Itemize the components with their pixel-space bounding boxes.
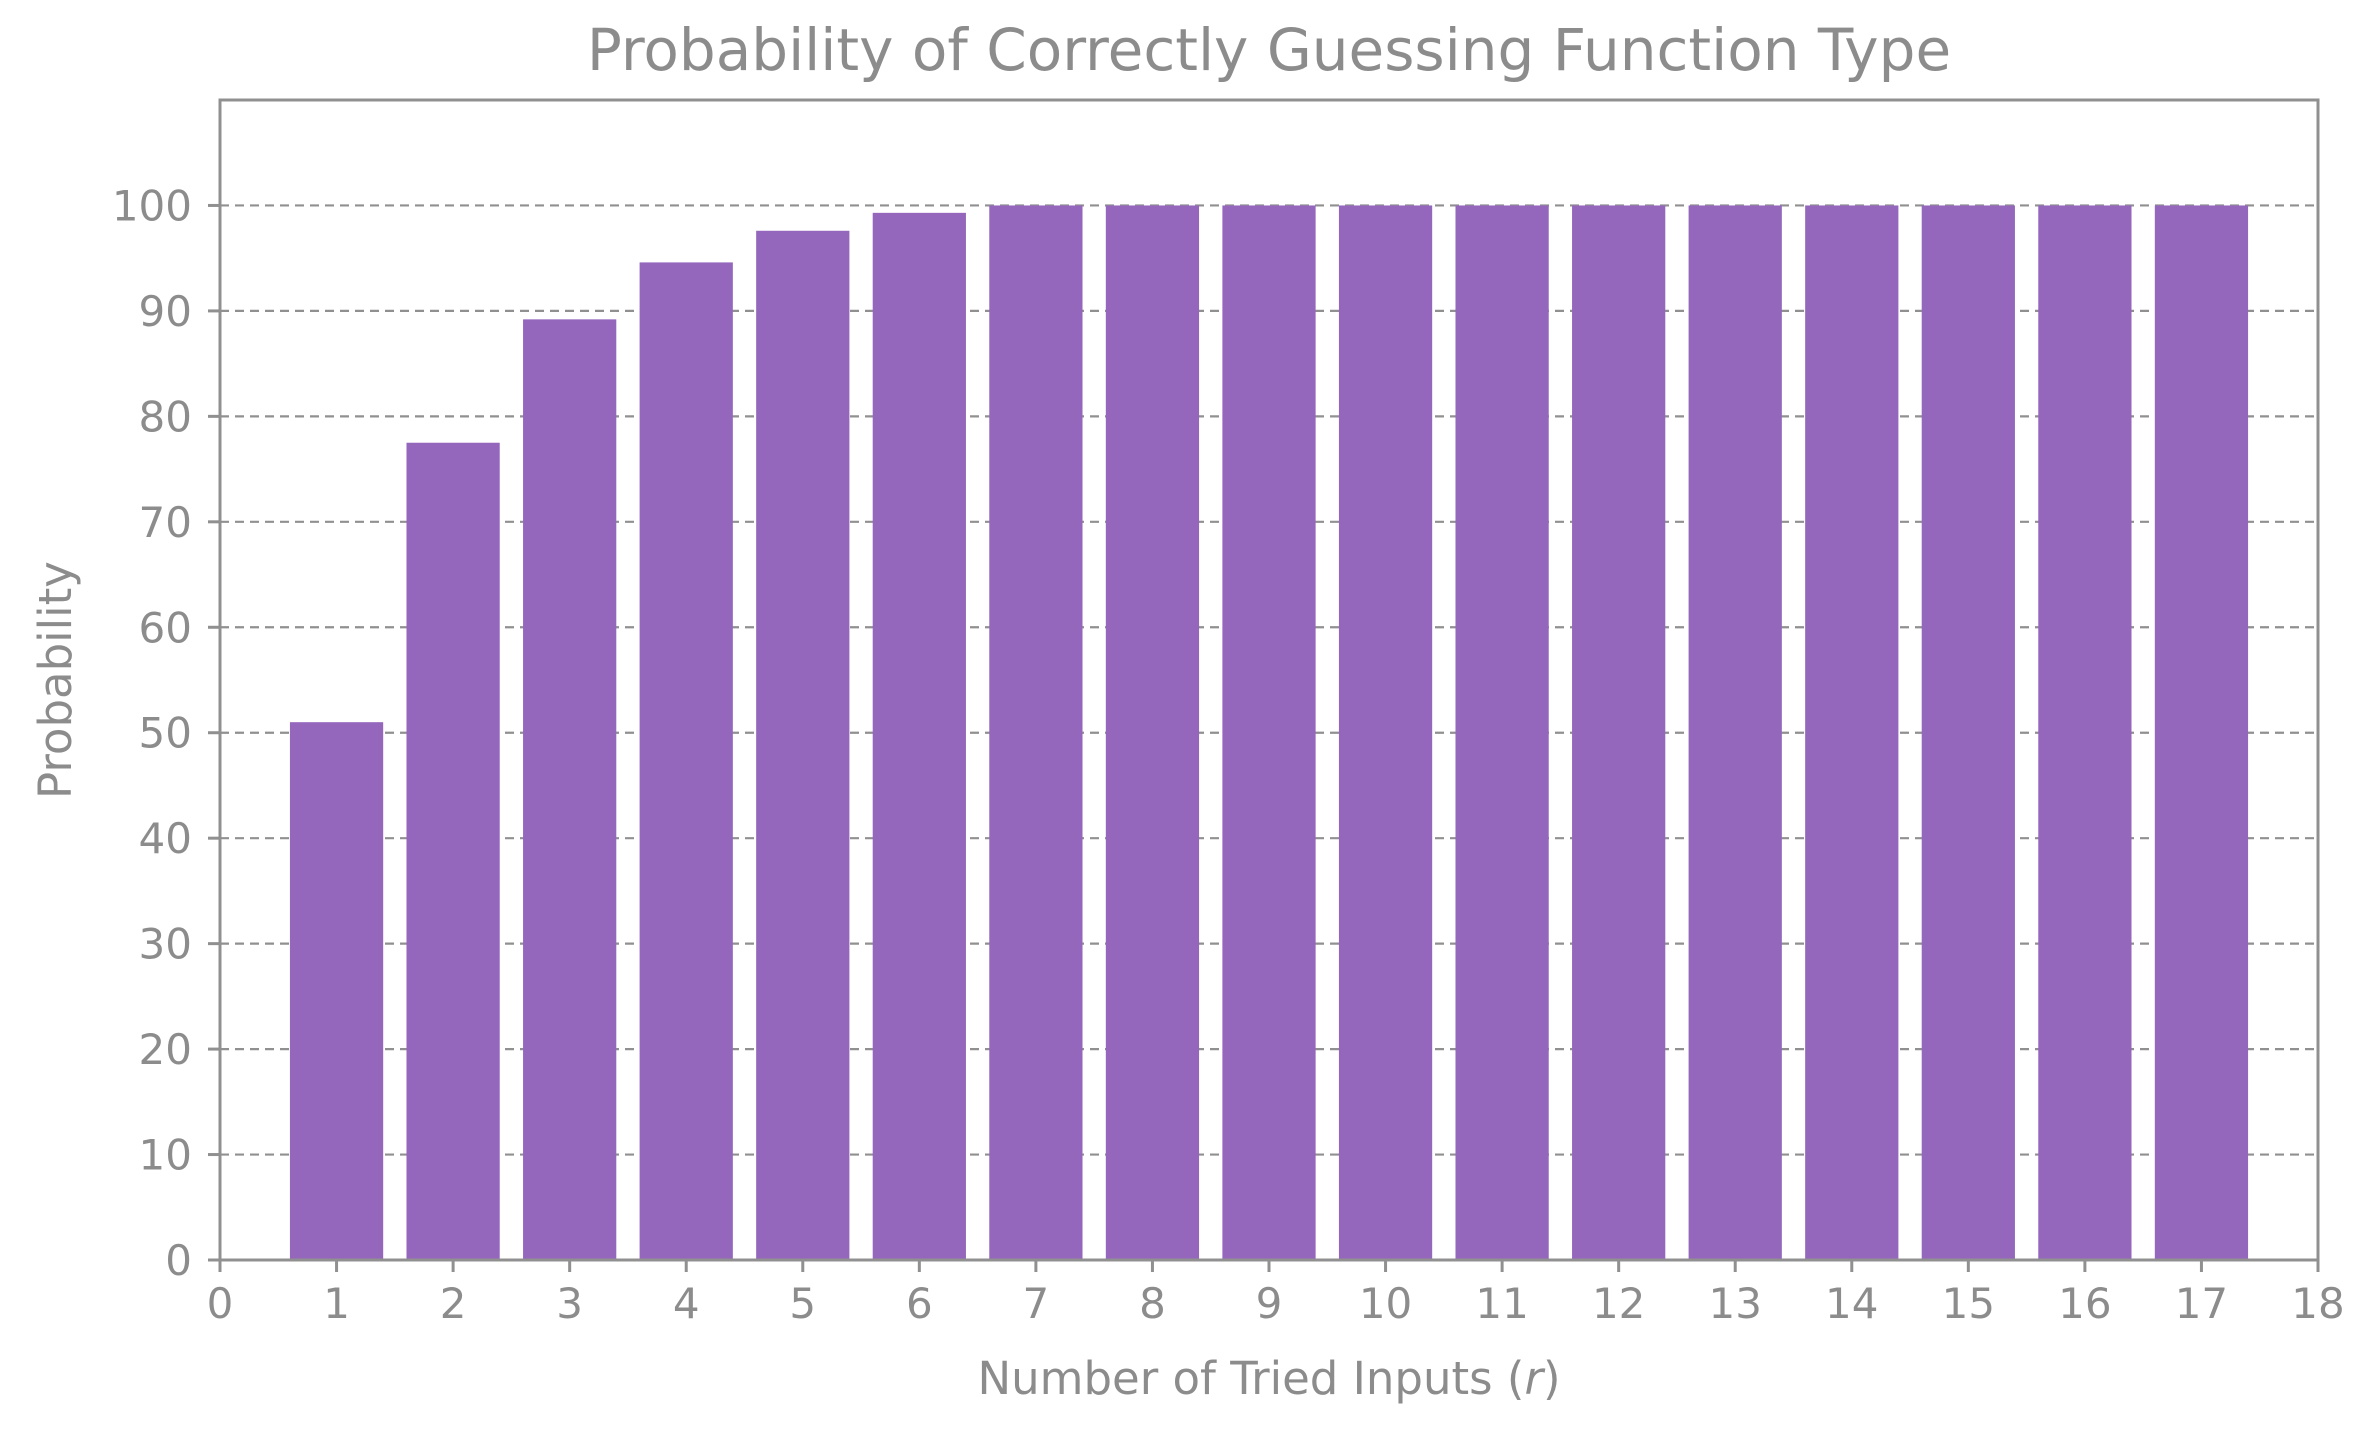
- bar-2: [406, 442, 500, 1260]
- x-tick-label-13: 13: [1708, 1279, 1761, 1328]
- x-tick-label-0: 0: [207, 1279, 234, 1328]
- x-axis: 0 1 2 3 4 5 6 7 8 9 10 11 12 13 14 15 16 17 18: [207, 1260, 2345, 1328]
- bar-6: [872, 212, 966, 1260]
- bars-layer: [289, 205, 2249, 1260]
- x-tick-label-1: 1: [323, 1279, 350, 1328]
- bar-15: [1921, 205, 2015, 1260]
- x-tick-label-3: 3: [556, 1279, 583, 1328]
- y-tick-label-70: 70: [139, 498, 192, 547]
- x-tick-label-14: 14: [1825, 1279, 1878, 1328]
- x-tick-label-17: 17: [2175, 1279, 2228, 1328]
- x-tick-label-7: 7: [1023, 1279, 1050, 1328]
- y-tick-label-20: 20: [139, 1025, 192, 1074]
- x-tick-label-18: 18: [2291, 1279, 2344, 1328]
- y-tick-label-50: 50: [139, 709, 192, 758]
- bar-4: [639, 262, 733, 1260]
- x-tick-label-11: 11: [1475, 1279, 1528, 1328]
- bar-12: [1572, 205, 1666, 1260]
- y-tick-label-100: 100: [112, 181, 192, 230]
- y-tick-label-40: 40: [139, 814, 192, 863]
- x-tick-label-12: 12: [1592, 1279, 1645, 1328]
- x-tick-label-9: 9: [1256, 1279, 1283, 1328]
- bar-14: [1805, 205, 1899, 1260]
- bar-5: [756, 230, 850, 1260]
- x-axis-label-close: ): [1543, 1352, 1561, 1405]
- y-tick-label-90: 90: [139, 287, 192, 336]
- bar-1: [289, 722, 384, 1260]
- x-tick-label-5: 5: [789, 1279, 816, 1328]
- y-tick-label-0: 0: [165, 1236, 192, 1285]
- x-tick-label-2: 2: [440, 1279, 467, 1328]
- x-axis-label: Number of Tried Inputs (r): [977, 1352, 1560, 1405]
- bar-17: [2154, 205, 2249, 1260]
- x-tick-label-15: 15: [1942, 1279, 1995, 1328]
- x-axis-label-text: Number of Tried Inputs (: [977, 1352, 1524, 1405]
- bar-8: [1105, 205, 1200, 1260]
- x-tick-label-10: 10: [1359, 1279, 1412, 1328]
- y-axis-label: Probability: [29, 561, 82, 799]
- y-tick-label-10: 10: [139, 1131, 192, 1180]
- y-tick-label-60: 60: [139, 603, 192, 652]
- bar-10: [1338, 205, 1433, 1260]
- x-tick-label-6: 6: [906, 1279, 933, 1328]
- x-tick-label-4: 4: [673, 1279, 700, 1328]
- y-axis: 0 10 20 30 40 50 60 70 80 90 100: [112, 181, 220, 1285]
- bar-7: [989, 205, 1083, 1260]
- bar-16: [2038, 205, 2132, 1260]
- bar-13: [1688, 205, 1782, 1260]
- bar-9: [1222, 205, 1316, 1260]
- bar-11: [1455, 205, 1549, 1260]
- y-tick-label-30: 30: [139, 920, 192, 969]
- bar-3: [523, 319, 617, 1260]
- x-axis-label-variable: r: [1524, 1352, 1545, 1405]
- y-tick-label-80: 80: [139, 392, 192, 441]
- chart-title: Probability of Correctly Guessing Functi…: [587, 16, 1951, 84]
- x-tick-label-8: 8: [1139, 1279, 1166, 1328]
- x-tick-label-16: 16: [2058, 1279, 2111, 1328]
